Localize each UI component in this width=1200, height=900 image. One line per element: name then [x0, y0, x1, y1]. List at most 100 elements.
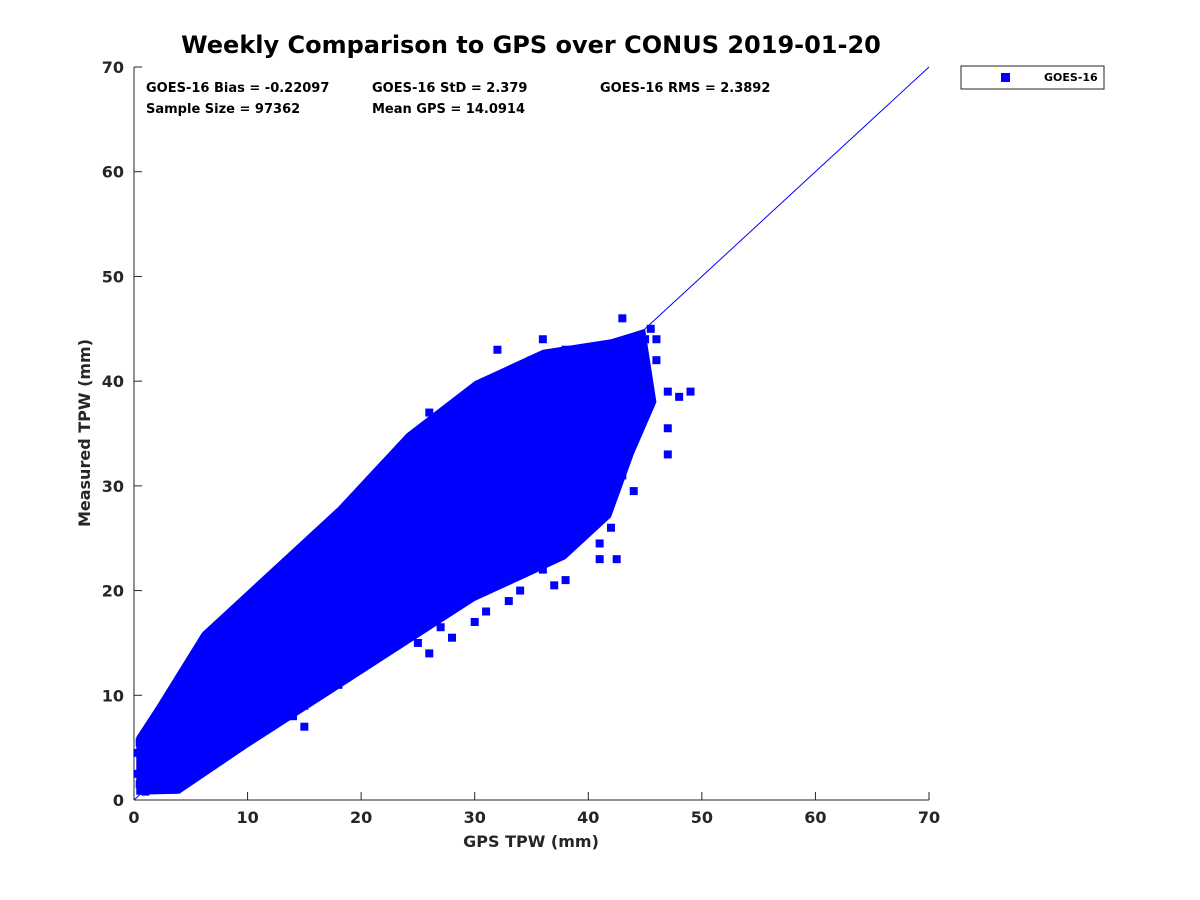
- scatter-point: [220, 696, 229, 705]
- scatter-point: [283, 597, 292, 606]
- stat-bias: GOES-16 Bias = -0.22097: [146, 81, 329, 96]
- scatter-point: [448, 460, 456, 469]
- scatter-point: [260, 659, 269, 668]
- scatter-point: [266, 701, 275, 710]
- scatter-point: [175, 764, 184, 773]
- scatter-point: [141, 775, 150, 784]
- scatter-point: [209, 727, 218, 736]
- scatter-point: [186, 754, 195, 763]
- scatter-point: [448, 419, 456, 428]
- scatter-point: [334, 617, 343, 626]
- scatter-point: [379, 492, 388, 501]
- scatter-point: [402, 502, 411, 511]
- y-axis-ticks: 0 10 20 30 40 50 60 70: [102, 58, 142, 810]
- scatter-point: [459, 471, 468, 480]
- scatter-point: [277, 565, 286, 574]
- scatter-point: [516, 450, 525, 459]
- x-axis-label: GPS TPW (mm): [463, 832, 599, 851]
- scatter-point: [334, 586, 343, 595]
- scatter-point: [164, 759, 173, 768]
- scatter-point: [527, 439, 536, 448]
- scatter-point: [232, 722, 241, 731]
- scatter-point: [538, 387, 547, 396]
- scatter-point: [413, 492, 422, 501]
- scatter-point: [345, 607, 354, 616]
- scatter-point: [584, 460, 593, 469]
- scatter-point: [635, 366, 644, 375]
- scatter-point: [357, 565, 366, 574]
- scatter-point: [663, 424, 672, 433]
- scatter-point: [550, 387, 559, 396]
- scatter-point: [561, 377, 570, 386]
- scatter-point: [402, 555, 411, 564]
- scatter-point: [311, 544, 320, 553]
- scatter-point: [266, 680, 275, 689]
- scatter-point: [595, 377, 604, 386]
- scatter-point: [186, 764, 195, 773]
- scatter-point: [675, 392, 684, 401]
- scatter-point: [379, 523, 388, 532]
- scatter-point: [133, 769, 142, 778]
- scatter-point: [141, 787, 150, 796]
- scatter-point: [203, 680, 212, 689]
- scatter-point: [220, 738, 229, 747]
- scatter-point: [289, 712, 297, 721]
- scatter-point: [550, 398, 559, 407]
- scatter-point: [482, 607, 491, 616]
- scatter-point: [402, 523, 411, 532]
- scatter-point: [550, 419, 559, 428]
- scatter-point: [561, 366, 570, 375]
- scatter-point: [459, 450, 468, 459]
- scatter-point: [572, 439, 581, 448]
- scatter-point: [277, 649, 286, 658]
- scatter-point: [198, 759, 207, 768]
- scatter-point: [584, 350, 593, 359]
- scatter-point: [237, 638, 246, 647]
- x-tick-label: 20: [350, 808, 372, 827]
- y-tick-label: 0: [113, 791, 124, 810]
- scatter-point: [413, 450, 422, 459]
- scatter-point: [425, 649, 434, 658]
- scatter-point: [169, 722, 178, 731]
- scatter-point: [493, 439, 502, 448]
- scatter-point: [504, 492, 513, 501]
- scatter-point: [652, 356, 661, 365]
- scatter-point: [345, 638, 354, 647]
- scatter-point: [607, 429, 615, 438]
- scatter-point: [538, 429, 547, 438]
- scatter-point: [237, 670, 246, 679]
- scatter-point: [584, 450, 593, 459]
- scatter-point: [493, 345, 502, 354]
- y-tick-label: 70: [102, 58, 124, 77]
- scatter-point: [561, 471, 570, 480]
- scatter-point: [300, 680, 309, 689]
- scatter-point: [243, 659, 252, 668]
- scatter-point: [135, 780, 144, 789]
- scatter-point: [595, 387, 604, 396]
- scatter-point: [629, 487, 638, 496]
- scatter-point: [266, 722, 275, 731]
- scatter-point: [254, 597, 263, 606]
- scatter-point: [459, 502, 468, 511]
- scatter-point: [482, 481, 491, 490]
- scatter-point: [147, 775, 156, 784]
- scatter-point: [254, 722, 263, 731]
- y-tick-label: 60: [102, 163, 124, 182]
- scatter-point: [345, 513, 354, 522]
- y-tick-label: 40: [102, 372, 124, 391]
- scatter-point: [436, 623, 445, 632]
- scatter-point: [436, 523, 445, 532]
- scatter-point: [323, 607, 332, 616]
- scatter-point: [470, 617, 479, 626]
- scatter-point: [561, 576, 570, 585]
- scatter-point: [232, 607, 241, 616]
- scatter-point: [612, 555, 621, 564]
- x-tick-label: 50: [691, 808, 713, 827]
- scatter-point: [516, 492, 525, 501]
- scatter-point: [232, 733, 241, 742]
- scatter-point: [323, 680, 332, 689]
- stat-sample-size: Sample Size = 97362: [146, 102, 300, 117]
- scatter-point: [181, 706, 190, 715]
- scatter-point: [158, 727, 167, 736]
- scatter-point: [192, 691, 201, 700]
